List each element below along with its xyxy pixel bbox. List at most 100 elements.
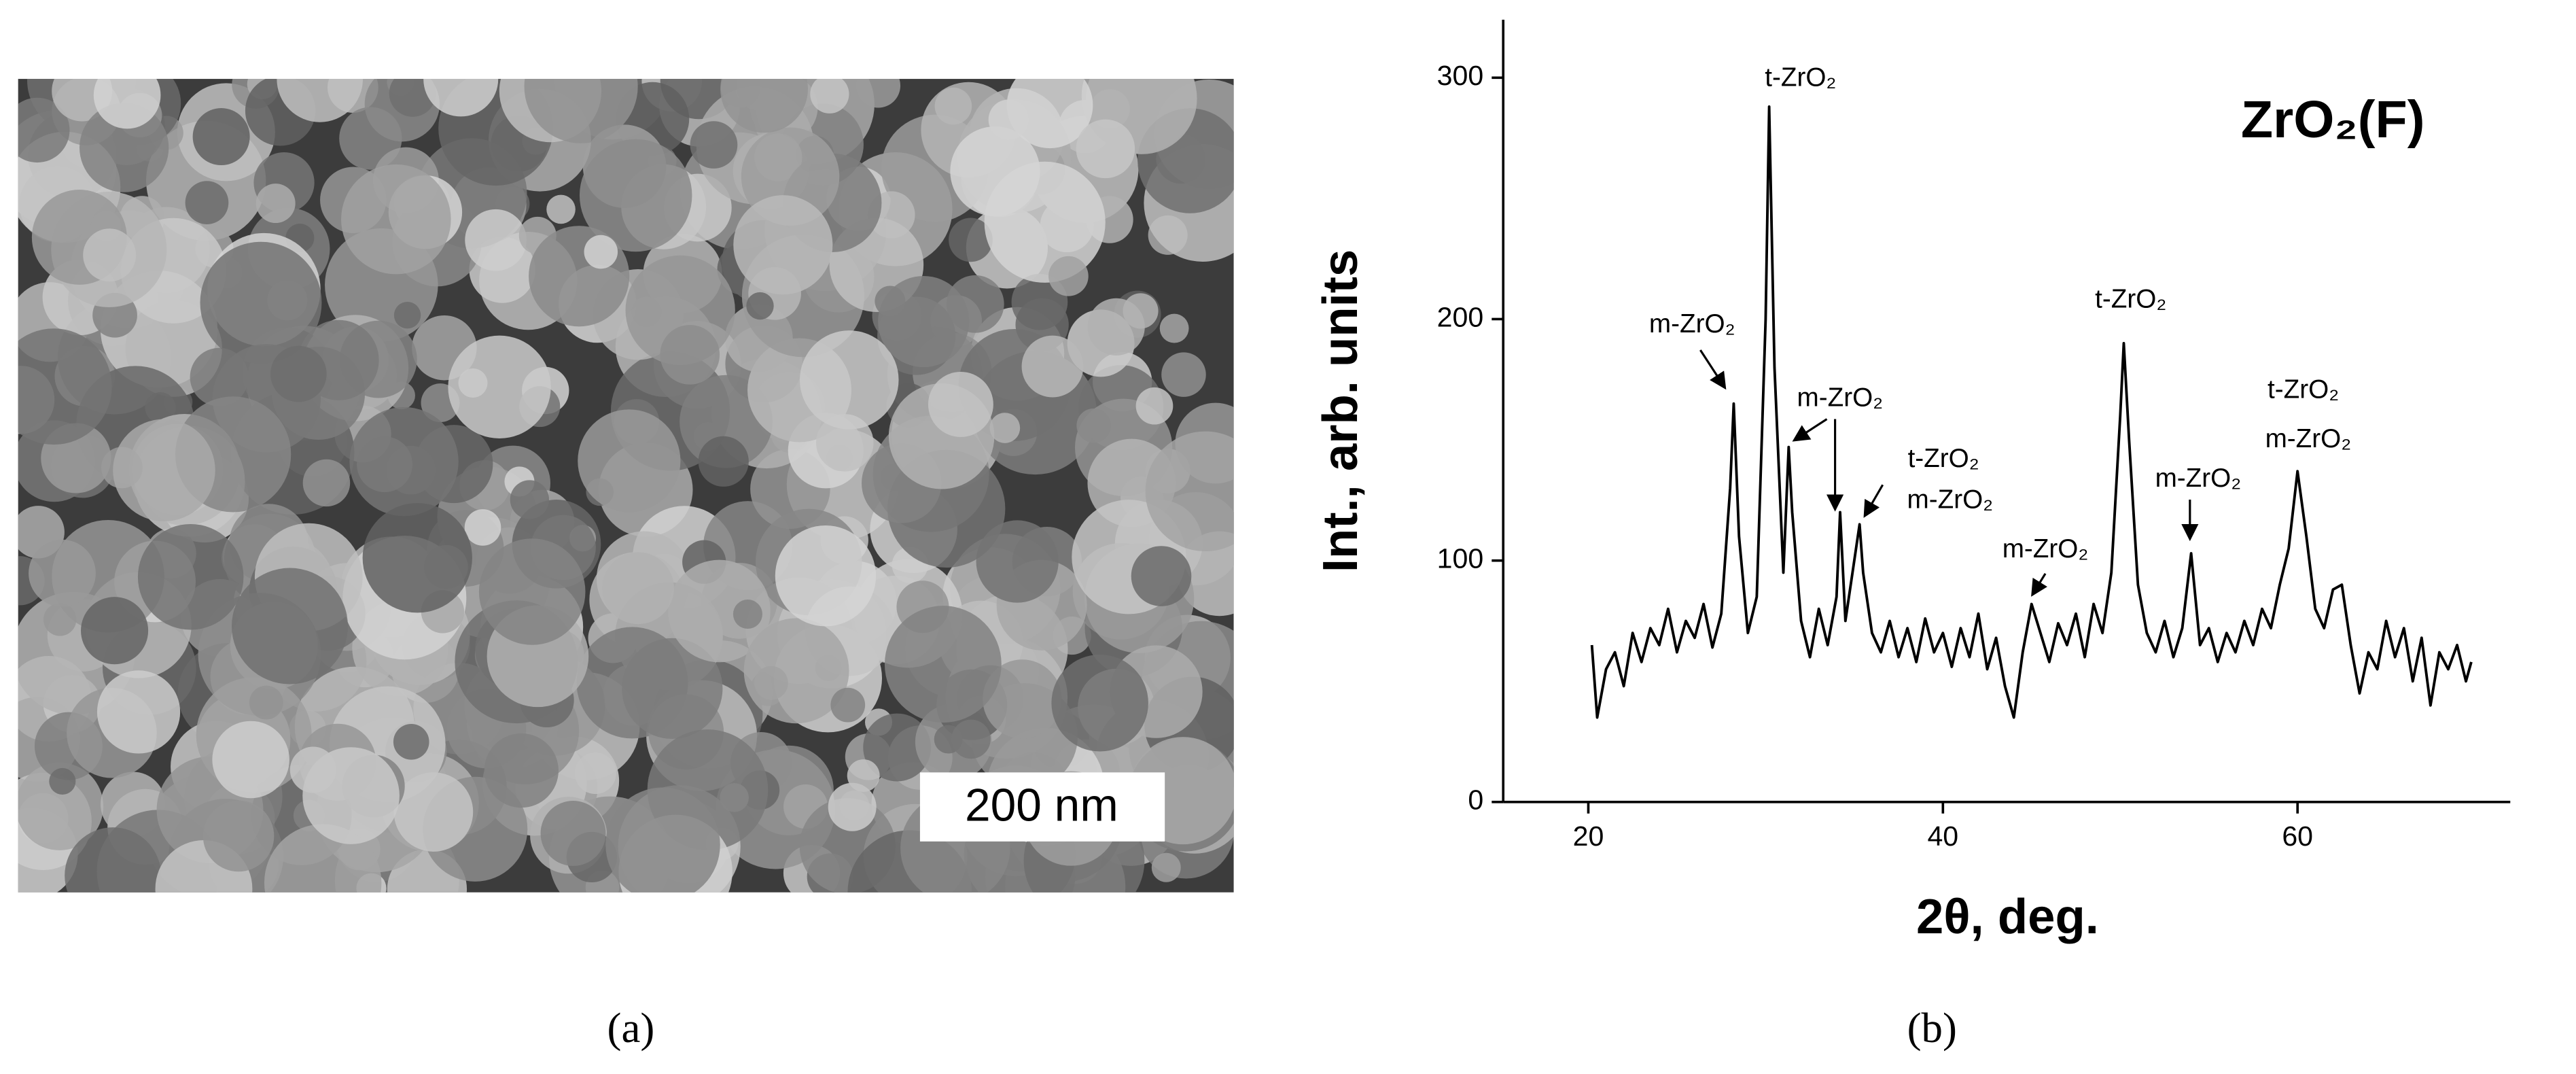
grain xyxy=(478,538,586,645)
sem-image xyxy=(18,79,1234,893)
grain xyxy=(546,194,576,224)
x-tick-label: 60 xyxy=(2282,820,2313,852)
scale-bar-box xyxy=(919,772,1165,842)
grain xyxy=(524,79,638,143)
annotation: m-ZrO₂ xyxy=(2002,534,2089,564)
grain xyxy=(951,719,991,759)
grain xyxy=(1161,352,1206,397)
grain xyxy=(200,241,322,364)
grain xyxy=(93,79,161,129)
grain xyxy=(799,330,899,430)
grain xyxy=(192,108,250,166)
grain xyxy=(270,345,327,402)
grain xyxy=(540,801,606,866)
chart-title: ZrO₂(F) xyxy=(2241,90,2425,149)
grain xyxy=(878,276,970,368)
grain xyxy=(988,99,1029,140)
grain xyxy=(622,638,723,740)
grain xyxy=(349,406,459,517)
grain xyxy=(389,79,436,117)
grain xyxy=(81,597,149,665)
annotation: t-ZrO₂ xyxy=(1908,444,1979,473)
grain xyxy=(847,759,880,792)
grain xyxy=(83,228,137,282)
grain xyxy=(80,103,169,192)
grain xyxy=(733,600,762,629)
grain xyxy=(989,413,1021,443)
grain xyxy=(775,525,877,627)
grain xyxy=(341,164,451,275)
annotation: m-ZrO₂ xyxy=(1649,309,1735,339)
grain xyxy=(1048,256,1089,296)
grain xyxy=(1151,852,1181,882)
y-tick-label: 200 xyxy=(1437,301,1484,332)
annotation: t-ZrO₂ xyxy=(1765,63,1836,92)
grain xyxy=(362,503,472,613)
annotation: m-ZrO₂ xyxy=(2265,424,2352,453)
y-axis-label: Int., arb. units xyxy=(1313,249,1368,572)
annotation: m-ZrO₂ xyxy=(1797,383,1884,413)
grain xyxy=(579,139,692,252)
annotation: m-ZrO₂ xyxy=(1907,485,1994,515)
scale-bar-label: 200 nm xyxy=(965,780,1118,831)
grain xyxy=(448,335,551,439)
grain xyxy=(1159,313,1189,343)
grain xyxy=(232,568,348,685)
grain xyxy=(574,752,616,795)
grain xyxy=(18,762,104,850)
grain xyxy=(690,121,738,169)
grain xyxy=(668,559,771,663)
grain xyxy=(578,409,681,513)
grain xyxy=(212,721,289,799)
grain xyxy=(137,523,244,630)
grain xyxy=(249,685,283,720)
x-axis-label: 2θ, deg. xyxy=(1916,889,2099,944)
grain xyxy=(884,606,1002,723)
grain xyxy=(863,713,932,782)
grain xyxy=(720,79,808,133)
grain xyxy=(950,126,1040,217)
annotation-arrows xyxy=(1699,349,2199,597)
grain xyxy=(510,480,550,519)
grain xyxy=(660,324,720,385)
y-tick-label: 100 xyxy=(1437,543,1484,574)
grain xyxy=(1076,119,1135,179)
y-tick-label: 0 xyxy=(1468,784,1483,816)
xrd-line xyxy=(1590,105,2473,719)
grain xyxy=(464,509,501,546)
caption: (a) xyxy=(607,1004,655,1052)
annotation: t-ZrO₂ xyxy=(2095,285,2166,314)
grain xyxy=(605,787,720,893)
grain xyxy=(484,733,559,808)
grain xyxy=(465,209,527,271)
grain xyxy=(18,328,112,445)
grain xyxy=(1145,431,1234,552)
x-tick-label: 40 xyxy=(1927,820,1958,852)
grain xyxy=(1135,387,1174,425)
grain xyxy=(302,459,351,507)
grain xyxy=(733,195,833,295)
caption: (b) xyxy=(1907,1004,1957,1052)
grain xyxy=(698,436,749,487)
grain xyxy=(49,767,76,795)
grain xyxy=(393,302,421,329)
grain xyxy=(949,218,993,262)
grain xyxy=(1076,408,1111,443)
grain xyxy=(1051,654,1148,752)
grain xyxy=(18,97,70,163)
grain xyxy=(1131,546,1192,606)
grain xyxy=(96,670,181,754)
grain xyxy=(584,235,618,269)
grain xyxy=(830,687,866,723)
grain xyxy=(113,419,215,521)
grain xyxy=(65,827,162,893)
grain xyxy=(828,782,877,831)
grain xyxy=(976,520,1059,603)
grain xyxy=(983,659,1062,739)
grain xyxy=(815,414,874,472)
grain xyxy=(393,723,429,760)
annotation: t-ZrO₂ xyxy=(2268,375,2339,404)
grain xyxy=(855,79,901,108)
grain xyxy=(1021,335,1084,398)
